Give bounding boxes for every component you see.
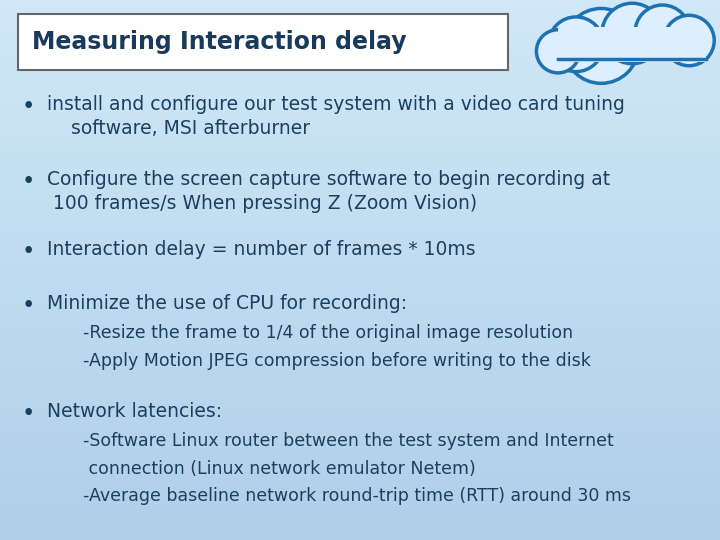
Text: Network latencies:: Network latencies:: [47, 402, 222, 421]
Ellipse shape: [564, 9, 639, 83]
Text: Minimize the use of CPU for recording:: Minimize the use of CPU for recording:: [47, 294, 407, 313]
Ellipse shape: [635, 5, 690, 60]
Text: •: •: [22, 402, 35, 426]
FancyBboxPatch shape: [558, 27, 706, 62]
Text: Measuring Interaction delay: Measuring Interaction delay: [32, 30, 407, 54]
Text: •: •: [22, 94, 35, 118]
Ellipse shape: [549, 17, 603, 72]
Text: Interaction delay = number of frames * 10ms: Interaction delay = number of frames * 1…: [47, 240, 475, 259]
FancyBboxPatch shape: [18, 14, 508, 70]
FancyBboxPatch shape: [554, 24, 709, 57]
Text: connection (Linux network emulator Netem): connection (Linux network emulator Netem…: [61, 460, 476, 477]
Text: -Software Linux router between the test system and Internet: -Software Linux router between the test …: [61, 432, 614, 450]
Text: •: •: [22, 240, 35, 264]
Ellipse shape: [664, 15, 714, 66]
Text: •: •: [22, 294, 35, 318]
Text: Configure the screen capture software to begin recording at
 100 frames/s When p: Configure the screen capture software to…: [47, 170, 610, 213]
Ellipse shape: [536, 30, 580, 73]
Ellipse shape: [602, 3, 662, 64]
Text: •: •: [22, 170, 35, 193]
Text: -Resize the frame to 1/4 of the original image resolution: -Resize the frame to 1/4 of the original…: [61, 324, 573, 342]
Text: install and configure our test system with a video card tuning
    software, MSI: install and configure our test system wi…: [47, 94, 625, 138]
Text: -Average baseline network round-trip time (RTT) around 30 ms: -Average baseline network round-trip tim…: [61, 487, 631, 505]
Text: -Apply Motion JPEG compression before writing to the disk: -Apply Motion JPEG compression before wr…: [61, 352, 591, 369]
